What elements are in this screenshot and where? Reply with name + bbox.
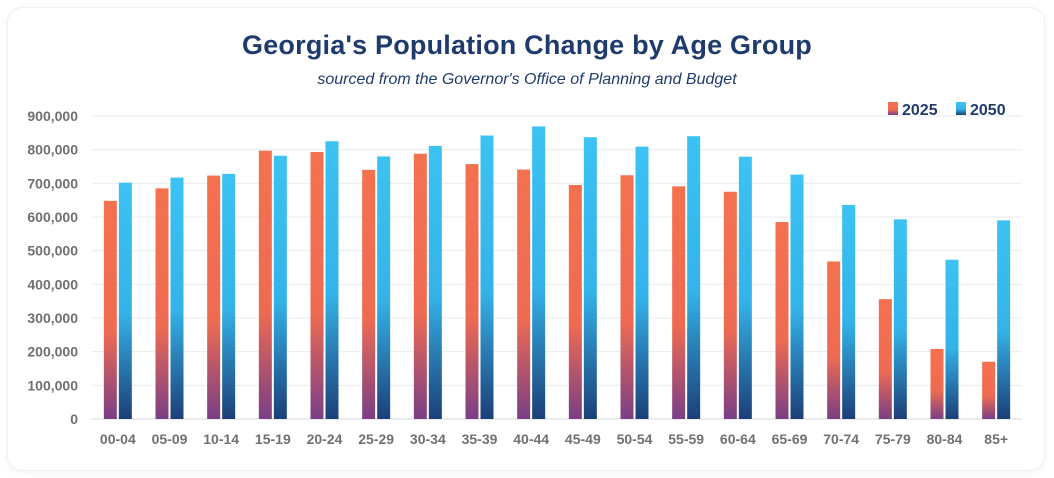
legend-swatch-2050: [956, 102, 966, 115]
bar-2050-05-09: [170, 177, 184, 419]
bar-2025-50-54: [620, 175, 634, 419]
x-tick-label: 60-64: [720, 431, 756, 447]
x-tick-label: 45-49: [565, 431, 601, 447]
y-tick-label: 700,000: [27, 175, 78, 191]
gridlines: [92, 115, 1022, 420]
y-tick-label: 900,000: [27, 108, 78, 124]
bar-2050-60-64: [738, 156, 752, 419]
y-tick-label: 100,000: [27, 377, 78, 393]
bar-2025-70-74: [827, 261, 841, 419]
x-tick-label: 25-29: [358, 431, 394, 447]
bar-2050-25-29: [377, 156, 391, 419]
x-tick-label: 70-74: [823, 431, 859, 447]
bar-2025-20-24: [310, 152, 324, 420]
y-axis: 0 100,000 200,000 300,000 400,000 500,000 600,…: [27, 108, 78, 427]
y-tick-label: 800,000: [27, 142, 78, 158]
bar-2050-50-54: [635, 146, 649, 420]
y-tick-label: 300,000: [27, 310, 78, 326]
y-tick-label: 0: [70, 411, 78, 427]
bar-2025-15-19: [258, 150, 272, 419]
x-axis: 00-04 05-09 10-14 15-19 20-24 25-29 30-34 35-39…: [100, 431, 1008, 447]
bar-2025-80-84: [930, 348, 944, 419]
bar-2050-70-74: [842, 204, 856, 419]
bar-2050-55-59: [687, 136, 701, 419]
x-tick-label: 35-39: [462, 431, 498, 447]
x-tick-label: 55-59: [668, 431, 704, 447]
bar-2050-80-84: [945, 259, 959, 419]
x-tick-label: 40-44: [513, 431, 549, 447]
x-tick-label: 50-54: [617, 431, 653, 447]
x-tick-label: 30-34: [410, 431, 446, 447]
x-tick-label: 15-19: [255, 431, 291, 447]
legend: 2025 2050: [888, 102, 1006, 119]
y-tick-label: 200,000: [27, 344, 78, 360]
bar-2050-75-79: [893, 219, 907, 419]
x-tick-label: 05-09: [152, 431, 188, 447]
bar-2025-10-14: [207, 175, 221, 419]
bar-2050-20-24: [325, 141, 339, 419]
bar-2025-05-09: [155, 188, 169, 419]
legend-label-2050: 2050: [970, 102, 1006, 119]
bar-2025-65-69: [775, 222, 789, 419]
bar-2050-40-44: [532, 126, 546, 419]
bar-2025-35-39: [465, 164, 479, 419]
bar-2025-30-34: [413, 153, 427, 419]
bar-2025-40-44: [517, 169, 531, 419]
chart-title: Georgia's Population Change by Age Group: [242, 30, 812, 60]
bar-2050-10-14: [222, 173, 236, 419]
bar-2050-85+: [997, 220, 1011, 419]
bar-2050-45-49: [583, 137, 597, 419]
chart-subtitle: sourced from the Governor's Office of Pl…: [317, 71, 737, 88]
x-tick-label: 10-14: [203, 431, 239, 447]
bars: [103, 126, 1011, 420]
bar-2025-75-79: [878, 299, 892, 419]
bar-2025-85+: [982, 361, 996, 419]
y-tick-label: 600,000: [27, 209, 78, 225]
bar-2025-60-64: [723, 191, 737, 419]
y-tick-label: 500,000: [27, 243, 78, 259]
bar-2050-65-69: [790, 174, 804, 419]
bar-2050-15-19: [273, 155, 287, 419]
x-tick-label: 20-24: [307, 431, 343, 447]
legend-swatch-2025: [888, 102, 898, 115]
bar-2025-00-04: [103, 200, 117, 419]
x-tick-label: 85+: [984, 431, 1008, 447]
bar-2050-00-04: [118, 182, 132, 419]
x-tick-label: 75-79: [875, 431, 911, 447]
bar-2025-25-29: [362, 169, 376, 419]
bar-2025-45-49: [568, 185, 582, 419]
y-tick-label: 400,000: [27, 276, 78, 292]
bar-2050-30-34: [428, 145, 442, 420]
x-tick-label: 65-69: [772, 431, 808, 447]
legend-label-2025: 2025: [902, 102, 938, 119]
bar-2050-35-39: [480, 135, 494, 419]
x-tick-label: 80-84: [927, 431, 963, 447]
bar-2025-55-59: [672, 186, 686, 419]
x-tick-label: 00-04: [100, 431, 136, 447]
